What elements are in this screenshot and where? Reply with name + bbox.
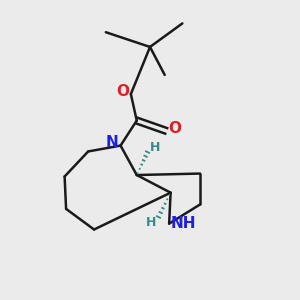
Text: H: H — [146, 216, 156, 229]
Text: O: O — [168, 121, 181, 136]
Text: O: O — [116, 84, 129, 99]
Text: N: N — [106, 135, 119, 150]
Text: H: H — [150, 141, 160, 154]
Text: NH: NH — [170, 216, 196, 231]
